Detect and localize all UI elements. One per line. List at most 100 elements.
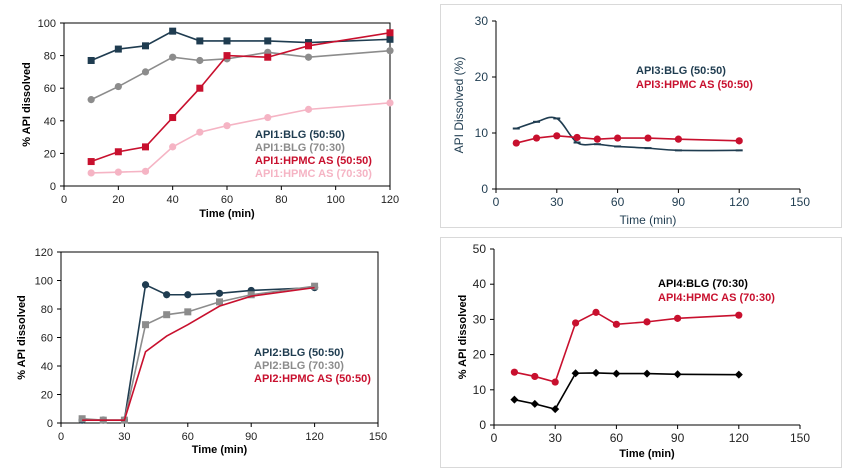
data-point [114, 148, 122, 156]
chart-2: 0 30 60 90 120 150 0 10 20 30 Time (min) API Dissol… [440, 4, 842, 228]
y-tick-label: 0 [50, 181, 56, 193]
x-tick-label: 20 [112, 194, 124, 206]
y-tick-label: 60 [44, 83, 56, 95]
y-axis-title: % API dissolved [457, 295, 469, 380]
series-line [82, 286, 315, 421]
data-point [614, 145, 622, 148]
y-tick-label: 0 [479, 418, 486, 432]
data-point [169, 53, 177, 61]
legend-entry: API4:BLG (70:30) [658, 278, 748, 290]
legend-entry: API3:HPMC AS (50:50) [636, 79, 753, 91]
data-point [216, 298, 223, 306]
series-1 [87, 27, 394, 64]
data-point [196, 128, 204, 136]
y-axis-title: % API dissolved [16, 295, 28, 380]
data-point [553, 132, 561, 140]
data-point [674, 149, 682, 152]
data-point [573, 133, 581, 142]
x-axis-title: Time (min) [619, 448, 675, 460]
data-point [142, 42, 149, 50]
x-tick-label: 150 [790, 195, 810, 209]
data-point [735, 137, 743, 145]
x-tick-label: 90 [671, 431, 685, 445]
x-tick-label: 150 [790, 431, 810, 445]
y-tick-label: 0 [481, 182, 488, 196]
y-tick-label: 80 [44, 51, 56, 63]
x-tick-label: 90 [245, 431, 257, 443]
y-axis-title: API Dissolved (%) [452, 57, 466, 154]
series-1 [510, 368, 743, 414]
data-point [87, 96, 95, 104]
data-point [264, 37, 272, 45]
data-point [142, 143, 149, 151]
x-tick-label: 100 [326, 194, 344, 206]
data-point [196, 56, 204, 65]
data-point [141, 68, 150, 76]
data-point [510, 368, 518, 376]
series-3 [87, 29, 394, 166]
x-tick-label: 60 [611, 195, 625, 209]
data-point [593, 135, 601, 143]
data-point [551, 405, 560, 414]
data-point [87, 158, 95, 166]
x-axis-title: Time (min) [192, 444, 248, 456]
data-point [644, 134, 652, 142]
legend-entry: API4:HPMC AS (70:30) [658, 292, 775, 304]
legend-entry: API2:BLG (70:30) [254, 360, 344, 372]
x-tick-label: 90 [672, 195, 686, 209]
data-point [114, 168, 122, 176]
series-4 [87, 99, 394, 177]
data-point [78, 415, 86, 423]
y-tick-label: 100 [35, 276, 53, 288]
data-point [163, 291, 171, 299]
chart-frame [440, 237, 842, 468]
legend-entry: API2:BLG (50:50) [254, 347, 344, 359]
y-tick-label: 120 [35, 247, 53, 259]
x-tick-label: 0 [493, 195, 500, 209]
x-tick-label: 30 [118, 431, 130, 443]
x-tick-label: 60 [182, 431, 194, 443]
x-tick-label: 0 [61, 194, 67, 206]
y-tick-label: 20 [44, 148, 56, 160]
data-point [169, 114, 177, 122]
series-line [90, 31, 391, 163]
data-point [247, 291, 255, 299]
y-tick-label: 10 [473, 383, 487, 397]
data-point [386, 29, 394, 37]
series-2 [512, 132, 743, 147]
data-point [264, 53, 272, 61]
data-point [644, 147, 652, 150]
y-tick-label: 40 [44, 116, 56, 128]
x-axis-title: Time (min) [620, 213, 677, 227]
x-tick-label: 120 [305, 431, 323, 443]
series-2 [87, 47, 394, 104]
y-tick-label: 40 [473, 277, 487, 291]
y-tick-label: 80 [41, 304, 53, 316]
series-line [90, 49, 391, 101]
data-point [264, 113, 272, 122]
data-point [87, 169, 95, 177]
x-tick-label: 120 [729, 195, 749, 209]
data-point [196, 84, 204, 92]
data-point [592, 308, 600, 316]
data-point [553, 117, 561, 120]
data-point [735, 311, 743, 319]
data-point [531, 372, 539, 381]
data-point [114, 45, 122, 53]
y-tick-label: 60 [41, 333, 53, 345]
data-point [196, 37, 204, 45]
data-point [223, 37, 231, 45]
data-point [573, 141, 581, 144]
chart-3: 0 30 60 90 120 150 0 20 40 60 80 100 120 Time (min) % … [16, 247, 387, 456]
data-point [674, 314, 682, 322]
y-tick-label: 50 [473, 242, 487, 256]
legend-entry: API1:HPMC AS (50:50) [255, 155, 372, 167]
data-point [215, 289, 224, 297]
chart-1: 0 20 40 60 80 100 120 0 20 40 60 80 100 Time (min) % A… [21, 18, 399, 220]
series-2 [510, 308, 743, 386]
data-point [533, 120, 541, 123]
data-point [114, 82, 122, 91]
data-point [512, 127, 520, 130]
data-point [169, 143, 177, 151]
